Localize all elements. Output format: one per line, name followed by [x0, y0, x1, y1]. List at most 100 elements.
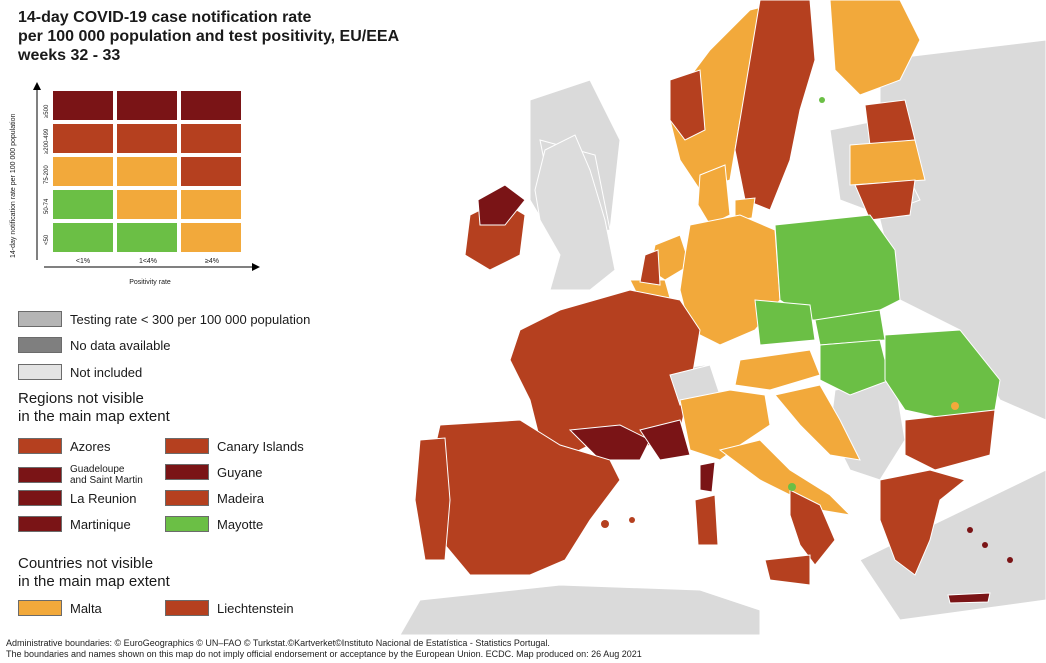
- europe-map: [399, 0, 1046, 635]
- italy-south-region: [789, 489, 836, 566]
- aland-island: [819, 97, 825, 103]
- germany-region: [679, 214, 781, 346]
- country-swatch: [165, 600, 209, 616]
- footer-line-1: Administrative boundaries: © EuroGeograp…: [6, 638, 550, 648]
- country-legend-item: Liechtenstein: [165, 600, 294, 616]
- legend-testing-rate: Testing rate < 300 per 100 000 populatio…: [18, 311, 310, 327]
- denmark-region: [697, 164, 731, 226]
- legend-not-included-label: Not included: [70, 364, 143, 380]
- matrix-cell-r4-c1: [116, 222, 178, 253]
- y-tick-1: ≥200-499: [44, 128, 50, 154]
- matrix-cell-r2-c2: [180, 156, 242, 187]
- matrix-cell-r0-c2: [180, 90, 242, 121]
- region-swatch: [18, 467, 62, 483]
- czechia-region: [754, 299, 816, 346]
- matrix-y-axis-label: 14-day notification rate per 100 000 pop…: [10, 113, 17, 258]
- portugal-region: [414, 437, 451, 561]
- region-label: Azores: [70, 438, 111, 454]
- swatch-no-data: [18, 337, 62, 353]
- matrix-cell-r1-c2: [180, 123, 242, 154]
- matrix-cell-r1-c0: [52, 123, 114, 154]
- country-swatch: [18, 600, 62, 616]
- matrix-cell-r2-c1: [116, 156, 178, 187]
- matrix-cell-r1-c1: [116, 123, 178, 154]
- x-tick-1: 1<4%: [138, 258, 158, 265]
- y-axis-arrow: [33, 82, 41, 260]
- france-southeast-region: [639, 419, 691, 461]
- regions-heading-line-2: in the main map extent: [18, 408, 170, 425]
- matrix-cell-r4-c0: [52, 222, 114, 253]
- netherlands-coast-region: [639, 249, 661, 286]
- regions-heading-line-1: Regions not visible: [18, 390, 144, 407]
- legend-no-data-label: No data available: [70, 337, 171, 353]
- austria-region: [734, 349, 821, 391]
- matrix-cell-r3-c1: [116, 189, 178, 220]
- crete-region: [947, 592, 991, 604]
- matrix-cell-r3-c2: [180, 189, 242, 220]
- countries-heading-line-1: Countries not visible: [18, 555, 154, 572]
- italy-central-region: [718, 439, 852, 516]
- island-5: [629, 517, 635, 523]
- title-line-3: weeks 32 - 33: [18, 47, 121, 64]
- san-marino-spot: [788, 483, 796, 491]
- romania-orange-spot: [951, 402, 959, 410]
- region-legend-item: Martinique: [18, 516, 131, 532]
- region-label: Guadeloupe and Saint Martin: [70, 464, 143, 486]
- region-label: La Reunion: [70, 490, 137, 506]
- matrix-cell-r2-c0: [52, 156, 114, 187]
- y-tick-0: ≥500: [44, 104, 50, 118]
- region-label: Mayotte: [217, 516, 264, 532]
- island-3: [1007, 557, 1013, 563]
- region-legend-item: La Reunion: [18, 490, 137, 506]
- latvia-region: [849, 139, 926, 186]
- region-swatch: [165, 490, 209, 506]
- region-legend-item: Azores: [18, 438, 110, 454]
- italy-north-region: [679, 389, 771, 461]
- region-swatch: [165, 438, 209, 454]
- region-label: Guyane: [217, 464, 263, 480]
- greece-region: [879, 469, 967, 576]
- region-swatch: [18, 438, 62, 454]
- matrix-cell-r4-c2: [180, 222, 242, 253]
- legend-not-included: Not included: [18, 364, 142, 380]
- region-legend-item: Canary Islands: [165, 438, 304, 454]
- sardinia-region: [694, 494, 719, 546]
- legend-testing-label: Testing rate < 300 per 100 000 populatio…: [70, 311, 311, 327]
- title-line-2: per 100 000 population and test positivi…: [18, 28, 400, 45]
- y-tick-4: <50: [44, 234, 50, 245]
- region-label: Canary Islands: [217, 438, 304, 454]
- croatia-region: [774, 384, 861, 461]
- great-britain: [534, 134, 616, 291]
- region-label: Madeira: [217, 490, 264, 506]
- island-2: [982, 542, 988, 548]
- norway-south-region: [669, 69, 706, 141]
- corsica-region: [699, 461, 716, 493]
- y-tick-3: 50-74: [44, 198, 50, 214]
- finland-region: [829, 0, 921, 96]
- region-swatch: [18, 490, 62, 506]
- region-swatch: [165, 516, 209, 532]
- map-title: 14-day COVID-19 case notification rate p…: [18, 8, 400, 65]
- regions-heading: Regions not visible in the main map exte…: [18, 390, 170, 426]
- countries-heading-line-2: in the main map extent: [18, 573, 170, 590]
- map-footer: Administrative boundaries: © EuroGeograp…: [6, 638, 642, 660]
- matrix-cell-r3-c0: [52, 189, 114, 220]
- country-legend-item: Malta: [18, 600, 102, 616]
- x-tick-0: <1%: [75, 258, 91, 265]
- countries-heading: Countries not visible in the main map ex…: [18, 555, 170, 591]
- matrix-cell-r0-c0: [52, 90, 114, 121]
- northern-ireland-region: [477, 184, 526, 226]
- island-4: [601, 520, 609, 528]
- island-1: [967, 527, 973, 533]
- footer-line-2: The boundaries and names shown on this m…: [6, 649, 642, 659]
- lithuania-region: [854, 179, 916, 221]
- swatch-testing: [18, 311, 62, 327]
- sweden-region: [734, 0, 816, 211]
- title-line-1: 14-day COVID-19 case notification rate: [18, 9, 312, 26]
- matrix-cell-r0-c1: [116, 90, 178, 121]
- region-legend-item: Guyane: [165, 464, 263, 480]
- region-label: Martinique: [70, 516, 131, 532]
- swatch-not-included: [18, 364, 62, 380]
- sicily-region: [764, 554, 811, 586]
- region-legend-item: Madeira: [165, 490, 264, 506]
